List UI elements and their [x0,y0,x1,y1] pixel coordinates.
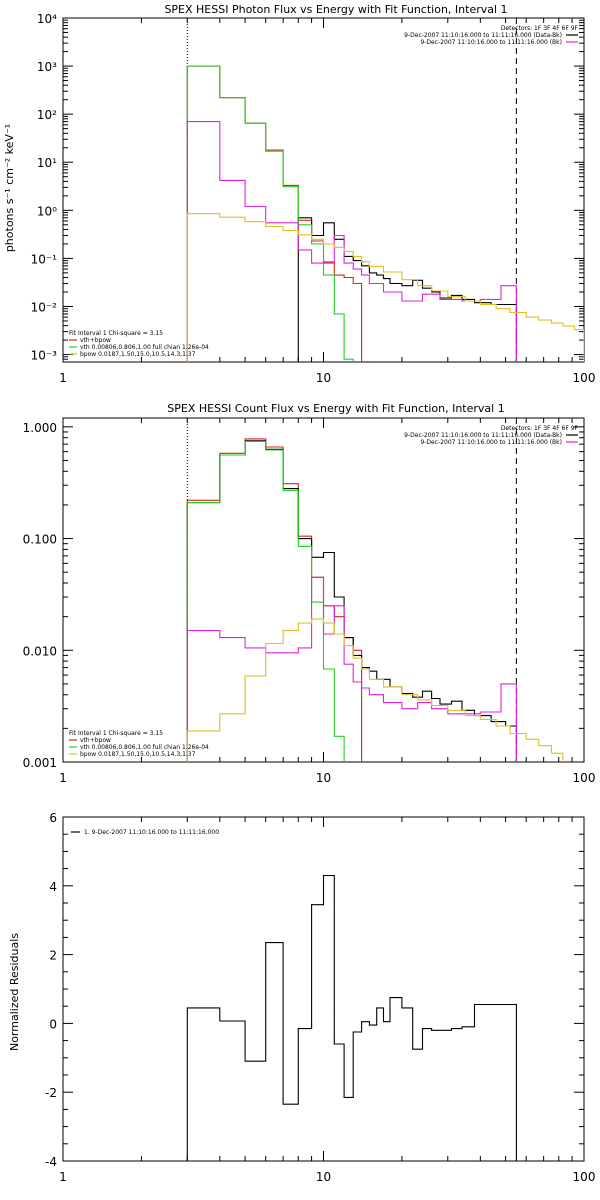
count-y-tick-label: 0.100 [23,533,57,547]
count-legend-top-text: 9-Dec-2007 11:10:16.000 to 11:11:16.000 … [404,432,562,439]
photon-chart-title: SPEX HESSI Photon Flux vs Energy with Fi… [164,3,507,16]
count-legend-bottom-text: bpow 0.0187,1.50,15.0,10.5,14.3,1.37 [80,751,196,758]
photon-data-layer [186,18,584,362]
photon-y-axis-label: photons s⁻¹ cm⁻² keV⁻¹ [3,124,16,252]
photon-legend-top-text: Detectors: 1F 3F 4F 6F 9F [501,25,579,32]
photon-series-data-bk [297,217,517,362]
residuals-y-tick-label: -2 [45,1086,57,1100]
residuals-plot-frame [62,816,585,1162]
photon-series-bpow [186,213,584,362]
count-series-vth-bpow [186,438,363,762]
photon-legend-bottom-text: vth+bpow [80,337,111,344]
count-legend-top-text: 9-Dec-2007 11:10:16.000 to 11:11:16.000 … [420,439,562,446]
photon-x-tick-label: 1 [59,371,67,385]
count-series-bpow [186,618,564,762]
count-legend-top-text: Detectors: 1F 3F 4F 6F 9F [501,425,579,432]
photon-y-tick-label: 10² [37,108,57,122]
residuals-y-tick-label: 2 [49,949,57,963]
count-y-tick-label: 1.000 [23,421,57,435]
residuals-x-tick-label: 100 [573,1170,596,1184]
residuals-y-tick-label: 6 [49,811,57,825]
photon-legend-top-text: 9-Dec-2007 11:10:16.000 to 11:11:16.000 … [404,32,562,39]
photon-y-tick-label: 10⁻³ [31,349,58,363]
residuals-y-axis-label: Normalized Residuals [8,933,21,1051]
photon-legend-bottom-text: Fit Interval 1 Chi-square = 3.15 [69,330,163,337]
count-chart-title: SPEX HESSI Count Flux vs Energy with Fit… [167,402,504,415]
residuals-x-tick-label: 10 [316,1170,331,1184]
count-legend-bottom-text: Fit Interval 1 Chi-square = 3.15 [69,730,163,737]
count-series-bk [186,576,517,762]
photon-legend-bottom-text: bpow 0.0187,1.50,15.0,10.5,14.3,1.37 [80,351,196,358]
photon-flux-chart: SPEX HESSI Photon Flux vs Energy with Fi… [3,3,595,385]
photon-y-tick-label: 10³ [37,60,57,74]
count-series-vth [186,440,345,762]
residuals-chart: Normalized Residuals 1 10 100 -4 -2 0 2 4 6 1. 9-… [8,811,595,1184]
count-legend-bottom-text: vth+bpow [80,737,111,744]
count-x-tick-label: 10 [316,771,331,785]
photon-series-vth [186,65,354,362]
count-flux-chart: SPEX HESSI Count Flux vs Energy with Fit… [23,402,596,785]
photon-y-tick-label: 10⁻² [31,300,58,314]
count-y-tick-label: 0.001 [23,756,57,770]
photon-legend-top-text: 9-Dec-2007 11:10:16.000 to 11:11:16.000 … [420,39,562,46]
count-x-tick-label: 100 [573,771,596,785]
count-data-layer [186,418,564,762]
photon-series-bk [186,121,517,362]
residuals-data-layer [186,874,517,1161]
photon-y-tick-label: 10⁰ [37,204,57,218]
residuals-y-tick-label: 4 [49,880,57,894]
photon-x-tick-label: 10 [316,371,331,385]
count-legend-bottom-text: vth 0.00806,0.806,1.00 full chian 1.26e-… [80,744,209,751]
residuals-y-tick-label: 0 [49,1017,57,1031]
photon-y-tick-label: 10⁻¹ [31,252,58,266]
residuals-series-1-9-dec-2007-11-10-16-000-to-11-11-16-00 [186,874,517,1161]
residuals-legend-text: 1. 9-Dec-2007 11:10:16.000 to 11:11:16.0… [84,829,219,836]
count-x-tick-label: 1 [59,771,67,785]
photon-legend-bottom-text: vth 0.00806,0.806,1.00 full chian 1.26e-… [80,344,209,351]
residuals-x-tick-label: 1 [59,1170,67,1184]
photon-plot-frame [62,17,585,363]
photon-y-tick-label: 10¹ [37,156,57,170]
photon-y-tick-label: 10⁴ [37,12,57,26]
residuals-y-tick-label: -4 [45,1155,57,1169]
count-y-tick-label: 0.010 [23,644,57,658]
photon-x-tick-label: 100 [573,371,596,385]
